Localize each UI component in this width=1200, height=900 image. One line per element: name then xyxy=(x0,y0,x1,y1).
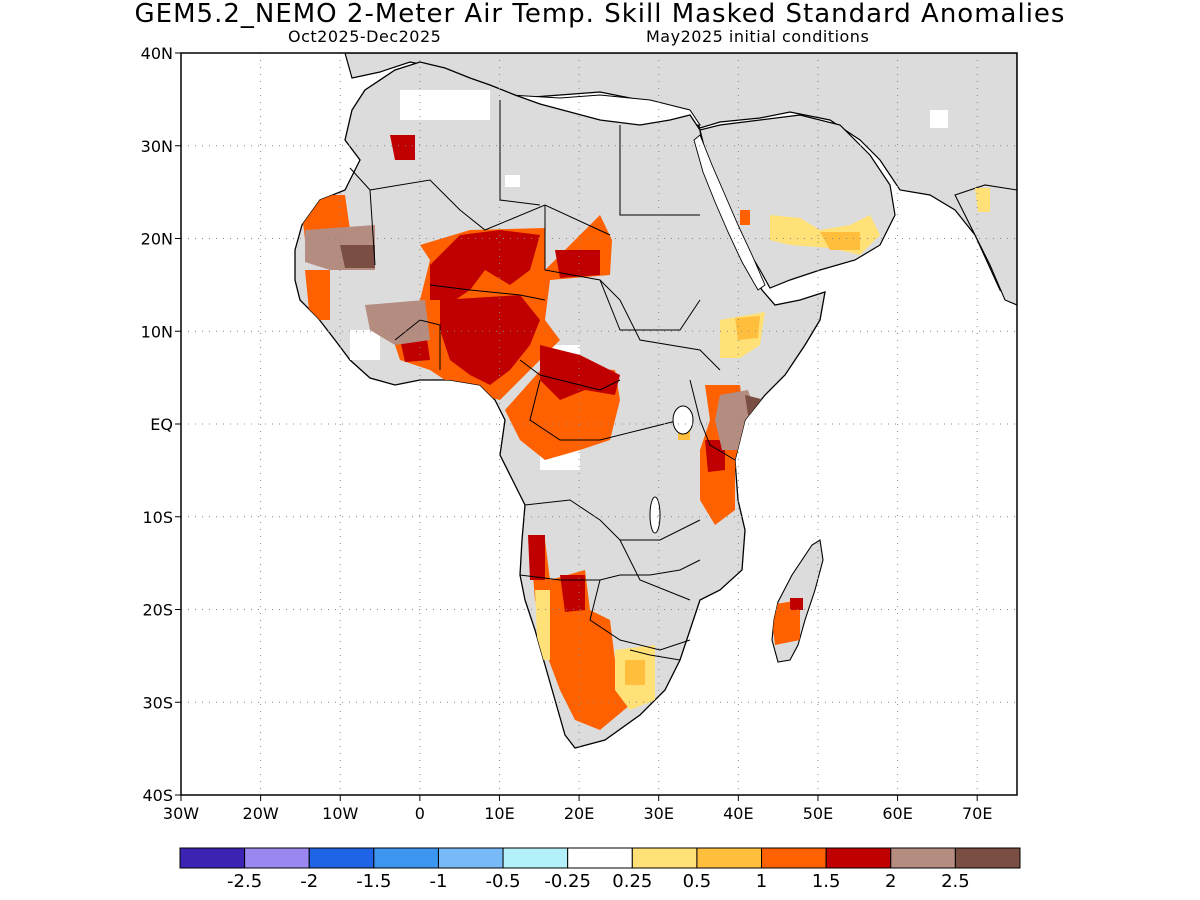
colorbar-swatch xyxy=(502,847,569,869)
colorbar-swatch xyxy=(179,847,246,869)
country-borders xyxy=(349,100,736,661)
map-title: GEM5.2_NEMO 2-Meter Air Temp. Skill Mask… xyxy=(134,0,1066,29)
lon-tick-label: 30W xyxy=(163,804,199,823)
colorbar-swatch xyxy=(890,847,956,869)
colorbar-label: 0.5 xyxy=(683,871,712,892)
colorbar-swatch xyxy=(308,847,375,869)
colorbar-swatch xyxy=(825,847,892,869)
lat-tick-label: 20N xyxy=(141,230,173,249)
colorbar-label: -2 xyxy=(300,871,318,892)
lat-tick-label: 30S xyxy=(142,693,173,712)
lat-tick-label: 30N xyxy=(141,137,173,156)
colorbar-label: 1.5 xyxy=(812,871,841,892)
lon-tick-label: 70E xyxy=(962,804,992,823)
colorbar-label: -1.5 xyxy=(356,871,391,892)
colorbar-swatch xyxy=(567,847,633,869)
colorbar-swatch xyxy=(954,847,1021,869)
colorbar-swatch xyxy=(631,847,698,869)
lat-tick-label: 40N xyxy=(141,44,173,63)
lon-tick-label: 20E xyxy=(564,804,594,823)
lon-tick-label: 20W xyxy=(243,804,279,823)
lon-tick-label: 40E xyxy=(723,804,753,823)
lat-tick-label: 10S xyxy=(142,508,173,527)
colorbar-label: -0.5 xyxy=(486,871,521,892)
lat-tick-label: EQ xyxy=(150,415,173,434)
lon-tick-label: 0 xyxy=(415,804,425,823)
colorbar xyxy=(179,847,1021,869)
colorbar-label: -1 xyxy=(429,871,447,892)
lon-tick-label: 10W xyxy=(322,804,358,823)
colorbar-swatch xyxy=(373,847,439,869)
lat-tick-label: 10N xyxy=(141,322,173,341)
lon-tick-label: 60E xyxy=(882,804,912,823)
colorbar-swatch xyxy=(244,847,310,869)
colorbar-label: -0.25 xyxy=(544,871,591,892)
colorbar-swatch xyxy=(761,847,827,869)
colorbar-label: 1 xyxy=(756,871,767,892)
lat-tick-label: 40S xyxy=(142,786,173,805)
colorbar-label: -2.5 xyxy=(227,871,262,892)
colorbar-swatch xyxy=(696,847,763,869)
lon-tick-label: 30E xyxy=(643,804,673,823)
period-label: Oct2025-Dec2025 xyxy=(288,27,442,46)
land-layer xyxy=(294,53,1017,749)
lat-tick-label: 20S xyxy=(142,601,173,620)
lon-tick-label: 10E xyxy=(484,804,514,823)
colorbar-swatch xyxy=(437,847,504,869)
india-land xyxy=(954,184,1017,306)
lon-tick-labels: 30W 20W 10W 0 10E 20E 30E 40E 50E 60E 70E xyxy=(163,795,992,823)
colorbar-label: 2.5 xyxy=(941,871,970,892)
colorbar-labels: -2.5 -2 -1.5 -1 -0.5 -0.25 0.25 0.5 1 1.5 2 2.5 xyxy=(227,871,970,892)
lat-tick-labels: 40N 30N 20N 10N EQ 10S 20S 30S 40S xyxy=(141,44,181,805)
lon-tick-label: 50E xyxy=(803,804,833,823)
colorbar-label: 0.25 xyxy=(612,871,652,892)
init-conditions-label: May2025 initial conditions xyxy=(646,27,870,46)
colorbar-label: 2 xyxy=(885,871,896,892)
